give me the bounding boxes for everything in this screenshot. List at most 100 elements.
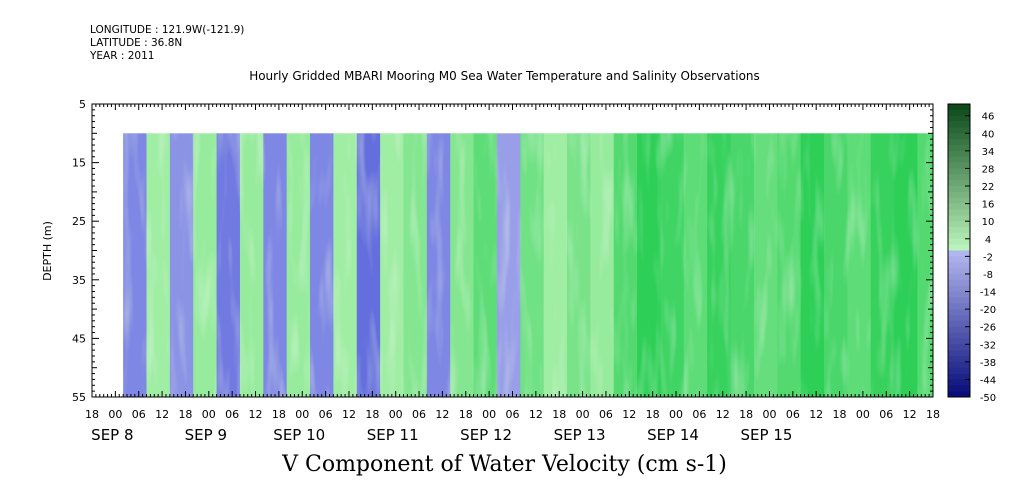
y-axis-label: DEPTH (m) bbox=[41, 221, 54, 281]
x-tick-label: 12 bbox=[716, 408, 730, 421]
x-axis-label: V Component of Water Velocity (cm s-1) bbox=[282, 452, 727, 477]
colorbar-label: 4 bbox=[985, 235, 991, 246]
x-tick-label: 18 bbox=[833, 408, 847, 421]
colorbar-cell bbox=[948, 273, 970, 281]
colorbar-cell bbox=[948, 121, 970, 128]
heat-texture bbox=[123, 133, 933, 397]
x-tick-label: 12 bbox=[809, 408, 823, 421]
colorbar-label: 16 bbox=[982, 200, 995, 211]
colorbar-cell bbox=[948, 285, 970, 292]
y-tick-label: 45 bbox=[72, 332, 86, 345]
colorbar-cell bbox=[948, 268, 970, 275]
colorbar-cell bbox=[948, 209, 970, 216]
longitude-label: LONGITUDE : 121.9W(-121.9) bbox=[90, 24, 245, 36]
x-tick-label: 12 bbox=[249, 408, 263, 421]
colorbar-cell bbox=[948, 303, 970, 310]
colorbar-cell bbox=[948, 379, 970, 386]
colorbar-cell bbox=[948, 238, 970, 245]
colorbar-cell bbox=[948, 104, 970, 111]
x-tick-label: 18 bbox=[459, 408, 473, 421]
colorbar-cell bbox=[948, 127, 970, 134]
x-tick-label: 00 bbox=[482, 408, 496, 421]
colorbar-cell bbox=[948, 256, 970, 263]
colorbar-cell bbox=[948, 186, 970, 193]
colorbar-cell bbox=[948, 385, 970, 392]
year-label: YEAR : 2011 bbox=[90, 50, 155, 62]
colorbar-cell bbox=[948, 344, 970, 351]
colorbar-cell bbox=[948, 332, 970, 339]
colorbar-cell bbox=[948, 279, 970, 286]
colorbar-cell bbox=[948, 162, 970, 169]
x-tick-label: 00 bbox=[576, 408, 590, 421]
x-tick-label: 06 bbox=[412, 408, 426, 421]
colorbar-cell bbox=[948, 227, 970, 234]
latitude-label: LATITUDE : 36.8N bbox=[90, 37, 183, 49]
y-tick-label: 35 bbox=[72, 274, 86, 287]
x-tick-label: 18 bbox=[646, 408, 660, 421]
colorbar-border bbox=[947, 103, 971, 398]
x-tick-label: 18 bbox=[926, 408, 940, 421]
colorbar-cell bbox=[948, 180, 970, 187]
colorbar-label: 40 bbox=[982, 129, 995, 140]
y-tick-label: 5 bbox=[79, 98, 86, 111]
date-label: SEP 9 bbox=[185, 426, 227, 444]
x-tick-label: 06 bbox=[506, 408, 520, 421]
date-label: SEP 15 bbox=[741, 426, 793, 444]
colorbar-cell bbox=[948, 314, 970, 322]
x-tick-label: 06 bbox=[786, 408, 800, 421]
x-tick-label: 00 bbox=[202, 408, 216, 421]
date-label: SEP 8 bbox=[91, 426, 133, 444]
colorbar-cell bbox=[948, 168, 970, 175]
y-axis: 5 15 25 35 45 55 bbox=[72, 98, 933, 404]
x-tick-label: 18 bbox=[85, 408, 99, 421]
colorbar-label: 28 bbox=[982, 164, 995, 175]
x-tick-label: 06 bbox=[599, 408, 613, 421]
colorbar-cell bbox=[948, 391, 970, 398]
colorbar-label: -38 bbox=[980, 358, 996, 369]
date-label: SEP 10 bbox=[273, 426, 325, 444]
x-tick-label: 06 bbox=[225, 408, 239, 421]
colorbar-cell bbox=[948, 291, 970, 298]
colorbar-cell bbox=[948, 191, 970, 199]
x-tick-label: 00 bbox=[762, 408, 776, 421]
colorbar-cell bbox=[948, 115, 970, 122]
colorbar-cell bbox=[948, 309, 970, 316]
colorbar-label: 10 bbox=[982, 217, 995, 228]
colorbar-cell bbox=[948, 156, 970, 163]
colorbar-cell bbox=[948, 250, 970, 257]
colorbar-cell bbox=[948, 150, 970, 158]
colorbar-cell bbox=[948, 139, 970, 146]
x-tick-label: 18 bbox=[272, 408, 286, 421]
colorbar-label: 34 bbox=[982, 147, 995, 158]
colorbar-cell bbox=[948, 244, 970, 251]
colorbar-cell bbox=[948, 197, 970, 204]
x-tick-label: 06 bbox=[692, 408, 706, 421]
x-tick-label: 12 bbox=[342, 408, 356, 421]
colorbar-cell bbox=[948, 145, 970, 152]
colorbar-label: 22 bbox=[982, 182, 995, 193]
heatmap-field bbox=[123, 133, 933, 397]
x-tick-label: 12 bbox=[903, 408, 917, 421]
colorbar: 46 40 34 28 22 16 10 4 -2 -8 -14 -20 -26 -32 -38 -44 -50 bbox=[947, 103, 996, 404]
x-tick-label: 18 bbox=[739, 408, 753, 421]
y-tick-label: 55 bbox=[72, 391, 86, 404]
date-label: SEP 14 bbox=[647, 426, 699, 444]
colorbar-cell bbox=[948, 355, 970, 363]
x-tick-label: 12 bbox=[529, 408, 543, 421]
x-tick-label: 00 bbox=[295, 408, 309, 421]
colorbar-label: -44 bbox=[980, 375, 996, 386]
colorbar-cell bbox=[948, 361, 970, 368]
x-tick-label: 00 bbox=[856, 408, 870, 421]
colorbar-cell bbox=[948, 133, 970, 140]
x-tick-label: 00 bbox=[389, 408, 403, 421]
x-tick-label: 06 bbox=[132, 408, 146, 421]
colorbar-label: -32 bbox=[980, 340, 996, 351]
colorbar-label: 46 bbox=[982, 112, 995, 123]
colorbar-cell bbox=[948, 232, 970, 240]
colorbar-label: -50 bbox=[980, 393, 996, 404]
colorbar-cell bbox=[948, 326, 970, 333]
colorbar-cell bbox=[948, 338, 970, 345]
colorbar-label: -14 bbox=[980, 288, 996, 299]
colorbar-cell bbox=[948, 215, 970, 222]
